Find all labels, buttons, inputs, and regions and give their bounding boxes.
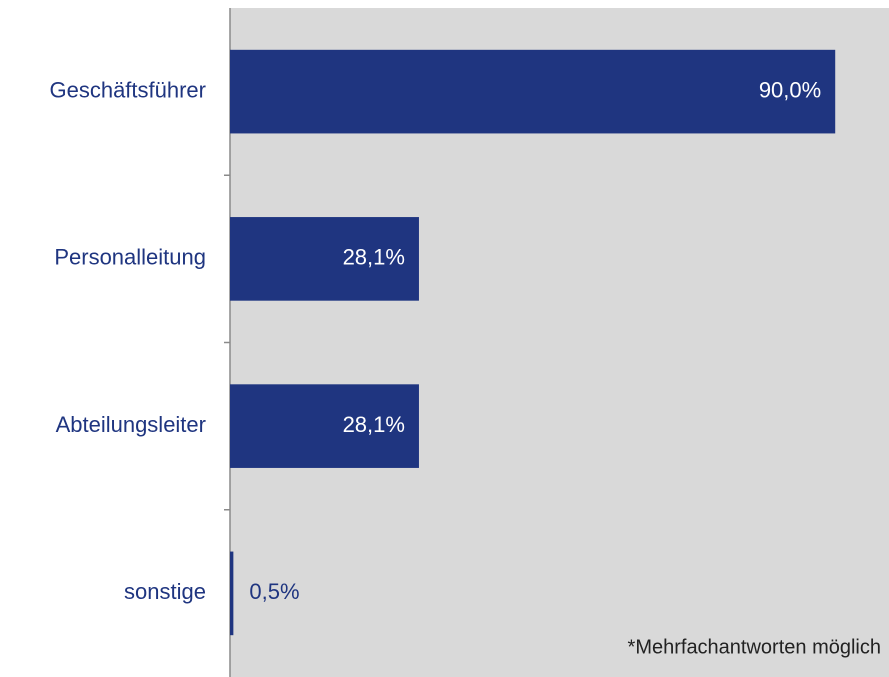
data-label: 90,0% — [759, 77, 821, 102]
data-label: 28,1% — [343, 245, 405, 270]
category-label: Personalleitung — [54, 245, 206, 270]
category-label: sonstige — [124, 579, 206, 604]
data-label: 28,1% — [343, 412, 405, 437]
category-label: Geschäftsführer — [49, 77, 206, 102]
bar — [230, 49, 836, 134]
annotation: *Mehrfachantworten möglich — [628, 636, 881, 658]
bar — [230, 384, 419, 468]
data-label: 0,5% — [249, 579, 299, 604]
category-label: Abteilungsleiter — [56, 412, 206, 437]
bar — [230, 551, 234, 636]
bar — [230, 217, 419, 301]
